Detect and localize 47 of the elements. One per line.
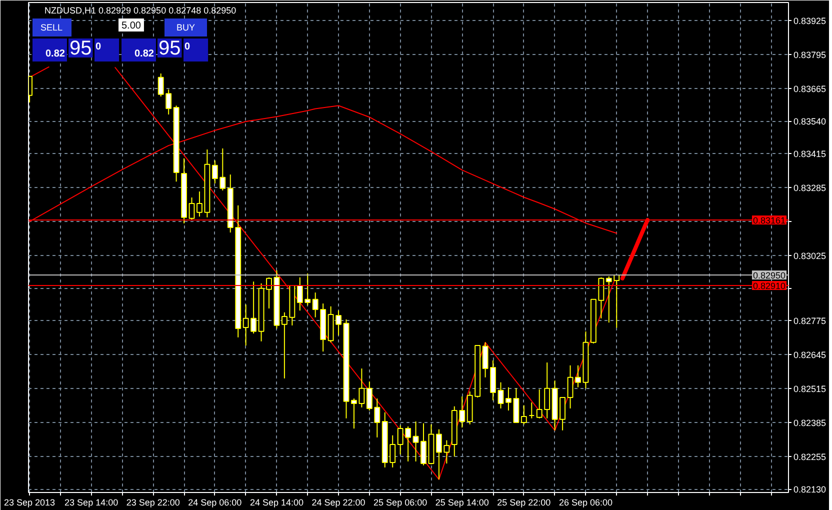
y-tick-label: 0.83540 (794, 116, 826, 127)
annotation: 5.00 (122, 20, 142, 32)
y-tick-label: 0.83025 (794, 250, 826, 261)
annotation: 0.82 (46, 48, 66, 60)
candlestick (520, 404, 527, 425)
x-tick-label: 25 Sep 14:00 (435, 498, 489, 508)
y-tick-label: 0.82775 (794, 316, 826, 326)
candlestick (266, 276, 272, 309)
annotation: 95 (70, 38, 92, 60)
x-tick-label: 25 Sep 06:00 (374, 498, 428, 508)
x-tick-label: 26 Sep 06:00 (558, 498, 613, 508)
y-tick-label: 0.83415 (794, 149, 826, 160)
x-tick-label: 25 Sep 22:00 (497, 498, 551, 508)
x-tick-label: 24 Sep 14:00 (250, 498, 304, 508)
y-tick-label: 0.82515 (794, 384, 826, 394)
annotation: BUY (176, 22, 196, 32)
y-tick-label: 0.83795 (794, 50, 826, 60)
candlestick (536, 388, 542, 419)
candlestick (312, 292, 318, 318)
y-tick-label: 0.82645 (794, 350, 826, 360)
ref-line-label: 0.82910 (752, 280, 786, 291)
y-tick-label: 0.82130 (794, 484, 826, 495)
annotation: 0 (184, 42, 190, 52)
y-tick-label: 0.83925 (794, 16, 826, 26)
chart-title: NZDUSD,H1 0.82929 0.82950 0.82748 0.82950 (44, 6, 236, 16)
ref-line-label: 0.83161 (752, 215, 786, 226)
candlestick (498, 382, 504, 409)
annotation: 0.82 (134, 48, 154, 60)
candlestick (567, 364, 574, 409)
x-tick-label: 24 Sep 06:00 (188, 498, 242, 508)
annotation: 0 (96, 42, 102, 52)
x-tick-label: 23 Sep 22:00 (126, 498, 180, 508)
annotation: 95 (158, 38, 181, 60)
ref-line-label: 0.82950 (752, 270, 786, 281)
x-tick-label: 23 Sep 2013 (4, 498, 56, 508)
annotation: SELL (40, 22, 63, 32)
y-tick-label: 0.82385 (794, 418, 826, 428)
candlestick (412, 420, 419, 462)
candlestick (544, 362, 550, 419)
candlestick (420, 422, 426, 466)
y-tick-label: 0.82255 (794, 452, 826, 462)
candlestick (528, 402, 535, 419)
x-tick-label: 24 Sep 22:00 (312, 498, 366, 508)
candlestick (188, 197, 195, 221)
x-tick-label: 23 Sep 14:00 (64, 498, 118, 508)
y-tick-label: 0.83285 (794, 183, 826, 194)
y-tick-label: 0.83665 (794, 84, 826, 94)
